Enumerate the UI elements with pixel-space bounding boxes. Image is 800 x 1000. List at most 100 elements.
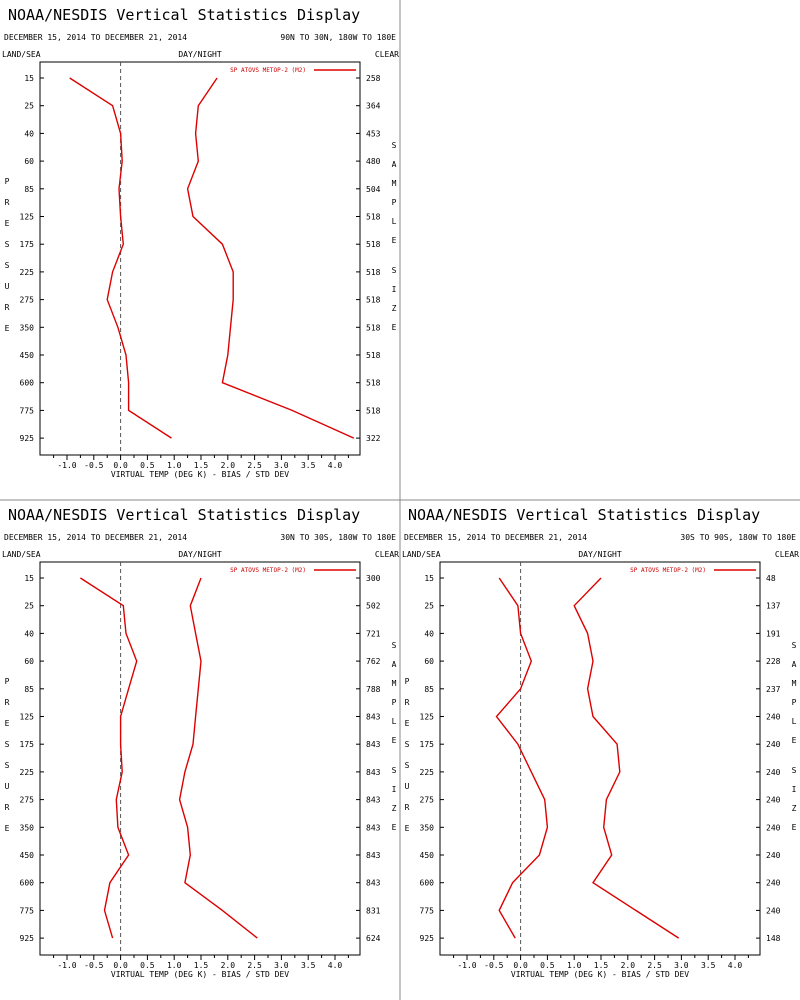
x-tick-label: -0.5 [84,461,103,470]
chart-title: NOAA/NESDIS Vertical Statistics Display [8,6,360,24]
sample-size-letter: P [792,698,797,707]
chart-title: NOAA/NESDIS Vertical Statistics Display [8,506,360,524]
sample-size-letter: M [792,679,797,688]
sample-size-letter: E [392,323,397,332]
x-tick-label: -0.5 [84,961,103,970]
pressure-tick-label: 15 [24,574,34,583]
bias-series-line [495,577,549,939]
ylabel-letter: E [5,824,10,833]
pressure-tick-label: 85 [24,685,34,694]
x-tick-label: 0.0 [113,461,128,470]
ylabel-letter: E [5,719,10,728]
ylabel-letter: R [405,803,410,812]
sample-size-label: 504 [366,185,381,194]
x-tick-label: 3.0 [274,961,289,970]
sample-size-label: 258 [366,74,381,83]
sample-size-letter: E [392,236,397,245]
sample-size-letter: Z [392,304,397,313]
clear-label: CLEAR [375,550,399,559]
sample-size-letter: I [392,785,397,794]
pressure-tick-label: 85 [424,685,434,694]
land-sea-label: LAND/SEA [2,550,41,559]
pressure-tick-label: 925 [420,934,435,943]
ylabel-letter: E [405,719,410,728]
sample-size-letter: E [392,823,397,832]
sample-size-label: 518 [366,296,381,305]
sample-size-label: 322 [366,434,381,443]
ylabel-letter: U [5,282,10,291]
pressure-tick-label: 350 [20,323,35,332]
sample-size-letter: E [792,736,797,745]
region-label: 30N TO 30S, 180W TO 180E [280,533,396,542]
x-tick-label: 2.5 [247,961,262,970]
pressure-tick-label: 225 [20,268,35,277]
pressure-tick-label: 125 [20,713,35,722]
sample-size-label: 518 [366,213,381,222]
sample-size-label: 518 [366,379,381,388]
pressure-tick-label: 775 [20,406,35,415]
legend-label: SP ATOVS METOP-2 (M2) [230,567,306,574]
ylabel-letter: S [405,761,410,770]
sample-size-label: 518 [366,323,381,332]
chart-title: NOAA/NESDIS Vertical Statistics Display [408,506,760,524]
pressure-tick-label: 225 [420,768,435,777]
clear-label: CLEAR [775,550,799,559]
sample-size-label: 843 [366,823,381,832]
ylabel-letter: E [5,324,10,333]
pressure-tick-label: 450 [20,851,35,860]
legend-label: SP ATOVS METOP-2 (M2) [630,567,706,574]
pressure-tick-label: 15 [24,74,34,83]
plot-frame [39,561,361,956]
bias-series-line [69,77,172,439]
chart-panel: NOAA/NESDIS Vertical Statistics Display D… [2,506,399,979]
ylabel-letter: R [5,803,10,812]
sample-size-label: 843 [366,879,381,888]
date-range: DECEMBER 15, 2014 TO DECEMBER 21, 2014 [4,533,187,542]
pressure-tick-label: 15 [424,574,434,583]
std-dev-series-line [186,77,355,439]
pressure-tick-label: 350 [20,823,35,832]
pressure-tick-label: 25 [424,602,434,611]
sample-size-letter: S [392,141,397,150]
x-tick-label: 3.0 [674,961,689,970]
sample-size-label: 480 [366,157,381,166]
x-tick-label: 0.5 [540,961,555,970]
ylabel-letter: R [5,303,10,312]
pressure-tick-label: 25 [24,602,34,611]
x-tick-label: 2.5 [247,461,262,470]
sample-size-label: 228 [766,657,781,666]
chart-panel: NOAA/NESDIS Vertical Statistics Display D… [2,6,399,479]
pressure-tick-label: 600 [20,879,35,888]
ylabel-letter: U [405,782,410,791]
pressure-tick-label: 40 [24,629,34,638]
x-tick-label: 4.0 [328,961,343,970]
std-dev-series-line [573,577,680,939]
x-axis-title: VIRTUAL TEMP (DEG K) - BIAS / STD DEV [111,470,289,479]
sample-size-letter: E [792,823,797,832]
x-axis-title: VIRTUAL TEMP (DEG K) - BIAS / STD DEV [511,970,689,979]
sample-size-label: 502 [366,602,381,611]
sample-size-label: 843 [366,796,381,805]
legend-label: SP ATOVS METOP-2 (M2) [230,67,306,74]
pressure-tick-label: 125 [20,213,35,222]
x-tick-label: 0.5 [140,961,155,970]
sample-size-label: 240 [766,740,781,749]
x-tick-label: 3.5 [301,461,316,470]
x-tick-label: -0.5 [484,961,503,970]
pressure-tick-label: 175 [20,240,35,249]
sample-size-label: 721 [366,629,381,638]
x-tick-label: 2.5 [647,961,662,970]
x-tick-label: 1.0 [567,961,582,970]
x-tick-label: 2.0 [621,961,636,970]
chart-panel: NOAA/NESDIS Vertical Statistics Display D… [402,506,799,979]
clear-label: CLEAR [375,50,399,59]
sample-size-label: 300 [366,574,381,583]
ylabel-letter: S [5,740,10,749]
x-tick-label: 3.5 [701,961,716,970]
sample-size-letter: I [392,285,397,294]
day-night-label: DAY/NIGHT [578,550,622,559]
x-tick-label: 3.0 [274,461,289,470]
sample-size-label: 364 [366,102,381,111]
sample-size-label: 843 [366,768,381,777]
